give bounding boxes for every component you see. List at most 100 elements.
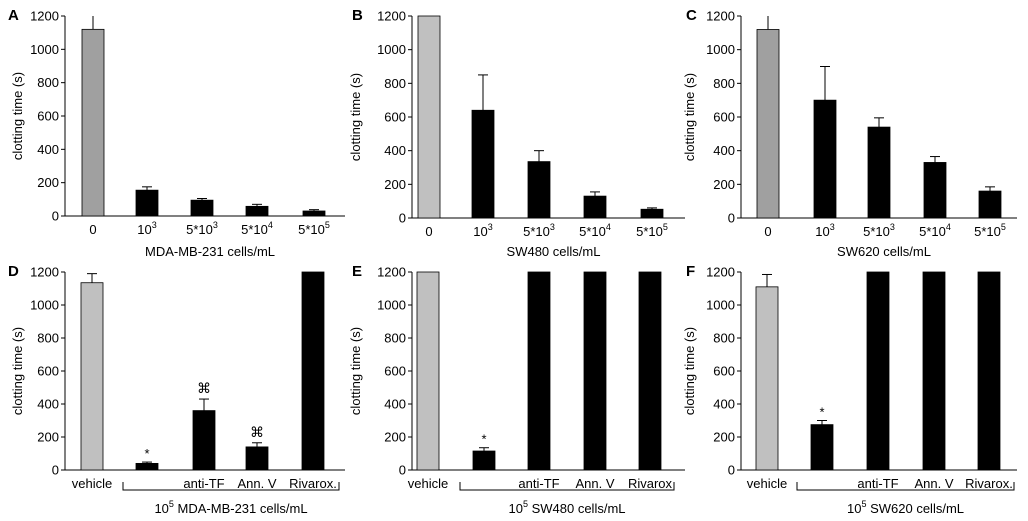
panel-e: E 0 200 400 600 800 1000 1200 clotting time (s) v…: [348, 263, 685, 516]
x-tick-label-superscript: 5: [663, 222, 668, 232]
panel-letter: D: [8, 263, 19, 280]
panel-a: A 0 200 400 600 800 1000 1200 clotting time (s) 0…: [8, 7, 345, 259]
y-tick-label: 1200: [377, 9, 406, 24]
x-tick-label-base: Ann. V: [575, 476, 614, 491]
bar: [417, 15, 441, 219]
bar: [301, 271, 325, 471]
x-tick-label: 5*103: [523, 222, 555, 239]
x-tick-label-base: Ann. V: [237, 476, 276, 491]
x-tick-label: 103: [137, 220, 156, 237]
y-tick-label: 0: [399, 211, 406, 226]
x-tick-label-base: 5*10: [974, 224, 1001, 239]
x-tick-label: 5*105: [636, 222, 668, 239]
bar: [813, 99, 837, 219]
bar: [978, 190, 1002, 219]
x-tick-label: vehicle: [747, 476, 787, 491]
panel-d: D 0 200 400 600 800 1000 1200 clotting time (s) v…: [8, 263, 345, 516]
x-tick-label: 5*103: [186, 220, 218, 237]
y-tick-label: 800: [713, 76, 735, 91]
x-tick-label-base: 5*10: [919, 224, 946, 239]
y-axis-label: clotting time (s): [10, 72, 25, 160]
bar: [755, 286, 779, 471]
y-tick-label: 0: [399, 463, 406, 478]
group-bracket-label: 105 SW620 cells/mL: [847, 499, 964, 516]
x-tick-label-base: 5*10: [298, 222, 325, 237]
bar: [471, 109, 495, 219]
x-tick-label-superscript: 5: [325, 220, 330, 230]
significance-marker: ⌘: [250, 424, 264, 440]
bar: [756, 29, 780, 219]
group-bracket: [122, 482, 340, 491]
significance-marker: *: [819, 405, 824, 420]
x-tick-label-superscript: 3: [550, 222, 555, 232]
x-tick-label: 103: [473, 222, 492, 239]
y-tick-label: 400: [713, 397, 735, 412]
y-tick-label: 0: [728, 463, 735, 478]
y-tick-label: 600: [384, 110, 406, 125]
x-tick-label-base: vehicle: [408, 476, 448, 491]
y-tick-label: 400: [37, 142, 59, 157]
y-tick-label: 800: [384, 331, 406, 346]
y-tick-label: 1000: [30, 42, 59, 57]
bar: [810, 424, 834, 471]
x-tick-label: 0: [89, 222, 96, 237]
y-tick-label: 0: [52, 463, 59, 478]
panel-c: C 0 200 400 600 800 1000 1200 clotting time (s) 0…: [682, 7, 1017, 259]
y-tick-label: 600: [37, 109, 59, 124]
x-tick-label-base: anti-TF: [183, 476, 224, 491]
bar: [527, 161, 551, 219]
x-tick-label-superscript: 5: [1001, 222, 1006, 232]
bracket-label-superscript: 5: [523, 499, 528, 509]
x-tick-label-superscript: 3: [213, 220, 218, 230]
x-axis-label: SW480 cells/mL: [507, 244, 601, 259]
x-tick-label-base: 5*10: [579, 224, 606, 239]
x-tick-label-base: 5*10: [186, 222, 213, 237]
y-tick-label: 800: [37, 75, 59, 90]
bracket-label-prefix: 10: [154, 501, 168, 516]
x-tick-label: 5*104: [919, 222, 951, 239]
y-tick-label: 600: [37, 364, 59, 379]
x-tick-label-base: 5*10: [636, 224, 663, 239]
x-tick-label-base: 5*10: [241, 222, 268, 237]
x-tick-label-base: 10: [815, 224, 829, 239]
x-tick-label: Ann. V: [575, 476, 614, 491]
bracket-label-text: SW480 cells/mL: [528, 501, 626, 516]
panel-letter: C: [686, 7, 697, 24]
y-tick-label: 200: [713, 430, 735, 445]
y-tick-label: 1200: [377, 265, 406, 280]
y-tick-label: 200: [384, 177, 406, 192]
x-tick-label: anti-TF: [183, 476, 224, 491]
bar: [583, 271, 607, 471]
x-tick-label: 103: [815, 222, 834, 239]
bar: [245, 205, 269, 217]
bar: [923, 162, 947, 219]
x-tick-label: vehicle: [72, 476, 112, 491]
bar: [638, 271, 662, 471]
bar: [135, 189, 159, 217]
x-tick-label: Rivarox.: [289, 476, 337, 491]
bar: [472, 450, 496, 471]
x-tick-label: anti-TF: [518, 476, 559, 491]
panel-letter: A: [8, 7, 19, 24]
y-tick-label: 1000: [706, 42, 735, 57]
significance-marker: *: [481, 432, 486, 447]
bracket-label-superscript: 5: [169, 499, 174, 509]
y-tick-label: 1200: [30, 265, 59, 280]
x-axis-label: SW620 cells/mL: [837, 244, 931, 259]
bracket-label-prefix: 10: [508, 501, 522, 516]
bar: [192, 410, 216, 471]
panel-letter: F: [686, 263, 695, 280]
x-tick-label-superscript: 3: [890, 222, 895, 232]
group-bracket-label: 105 SW480 cells/mL: [508, 499, 625, 516]
x-tick-label-base: 0: [425, 224, 432, 239]
x-tick-label: Rivarox: [628, 476, 673, 491]
y-tick-label: 0: [728, 211, 735, 226]
y-tick-label: 400: [713, 143, 735, 158]
y-axis-label: clotting time (s): [682, 327, 697, 415]
y-tick-label: 600: [713, 110, 735, 125]
x-tick-label: 5*103: [863, 222, 895, 239]
panel-b: B 0 200 400 600 800 1000 1200 clotting time (s) 0…: [348, 7, 685, 259]
bracket-label-superscript: 5: [861, 499, 866, 509]
y-tick-label: 800: [37, 331, 59, 346]
group-bracket: [459, 482, 675, 491]
